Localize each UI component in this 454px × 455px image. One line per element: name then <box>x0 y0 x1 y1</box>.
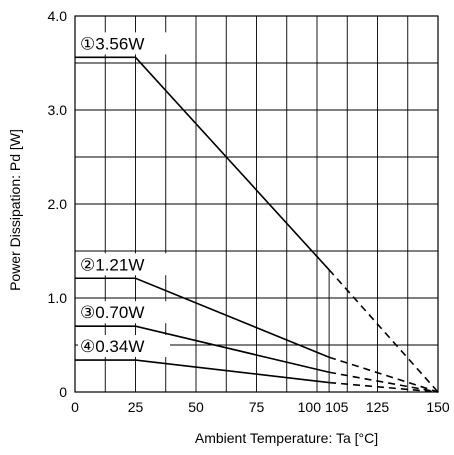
y-axis-title: Power Dissipation: Pd [W] <box>7 129 23 291</box>
plot-frame <box>74 15 439 393</box>
series-label-bg-4 <box>78 335 170 358</box>
x-tick-label: 150 <box>426 399 450 415</box>
series-label-1: ①3.56W <box>80 34 144 53</box>
x-tick-label: 75 <box>249 399 265 415</box>
series-line-2 <box>75 277 330 358</box>
x-tick-label: 25 <box>128 399 144 415</box>
x-tick-label: 105 <box>325 399 349 415</box>
x-tick-label: 100 <box>298 399 322 415</box>
series-lines <box>75 56 439 393</box>
series-line-3 <box>75 325 330 374</box>
x-axis-title: Ambient Temperature: Ta [°C] <box>195 430 378 446</box>
y-tick-label: 0 <box>59 384 67 400</box>
series-label-bg-1 <box>78 32 170 55</box>
tick-labels: 0 25 50 75 100 105 125 150 0 1.0 2.0 3.0 4.0 <box>48 8 450 415</box>
x-tick-label: 0 <box>71 399 79 415</box>
y-tick-label: 1.0 <box>48 290 68 306</box>
y-tick-label: 4.0 <box>48 8 68 24</box>
grid <box>75 16 438 392</box>
series-labels: ①3.56W ②1.21W ③0.70W ④0.34W <box>78 32 170 358</box>
x-tick-label: 50 <box>188 399 204 415</box>
y-tick-label: 2.0 <box>48 196 68 212</box>
x-tick-label: 125 <box>366 399 390 415</box>
series-line-1 <box>75 56 330 271</box>
series-label-3: ③0.70W <box>80 303 144 322</box>
series-line-dashed-4 <box>329 381 439 393</box>
series-line-dashed-3 <box>328 371 439 393</box>
series-line-4 <box>75 359 330 384</box>
series-label-2: ②1.21W <box>80 255 144 274</box>
series-label-bg-2 <box>78 253 170 276</box>
series-line-dashed-1 <box>328 269 439 393</box>
series-label-bg-3 <box>78 301 170 324</box>
y-tick-label: 3.0 <box>48 102 68 118</box>
series-label-4: ④0.34W <box>80 337 144 356</box>
